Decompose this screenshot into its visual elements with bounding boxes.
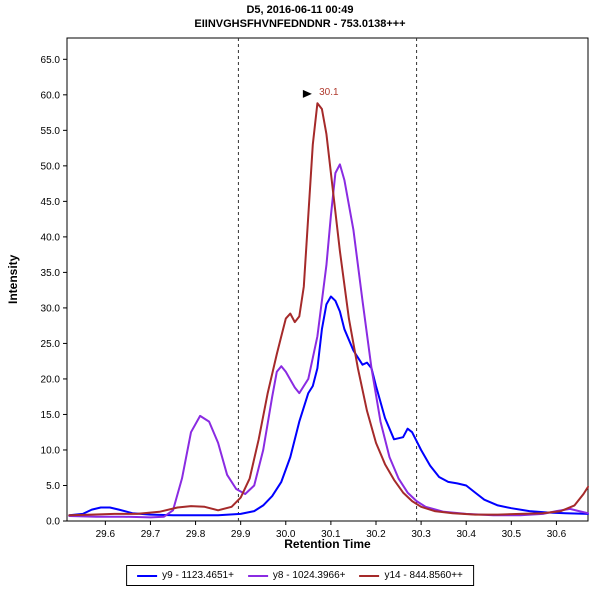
x-tick-label: 29.8 [186, 529, 206, 540]
legend: y9 - 1123.4651+ y8 - 1024.3966+ y14 - 84… [126, 565, 474, 586]
y-tick-label: 20.0 [41, 374, 61, 385]
x-tick-label: 29.6 [96, 529, 116, 540]
x-tick-label: 29.7 [141, 529, 161, 540]
y-tick-label: 60.0 [41, 90, 61, 101]
x-tick-label: 30.1 [321, 529, 341, 540]
peak-rt-annotation: 30.1 [319, 87, 339, 98]
series-line-y14 [68, 102, 589, 517]
y-tick-label: 50.0 [41, 161, 61, 172]
x-tick-label: 30.6 [547, 529, 567, 540]
y-tick-label: 15.0 [41, 410, 61, 421]
legend-item-y9: y9 - 1123.4651+ [137, 570, 234, 581]
legend-item-y8: y8 - 1024.3966+ [247, 570, 346, 581]
y-tick-label: 40.0 [41, 232, 61, 243]
legend-line-y9-icon [137, 574, 158, 577]
y-tick-label: 10.0 [41, 445, 61, 456]
x-axis-label: Retention Time [284, 537, 371, 551]
y-tick-label: 55.0 [41, 126, 61, 137]
legend-line-y8-icon [247, 574, 268, 577]
chart-title-block: D5, 2016-06-11 00:49 EIINVGHSFHVNFEDNDNR… [0, 3, 600, 31]
legend-line-y14-icon [359, 574, 380, 577]
y-tick-label: 35.0 [41, 268, 61, 279]
y-tick-label: 65.0 [41, 55, 61, 66]
legend-label-y8: y8 - 1024.3966+ [272, 570, 346, 581]
y-tick-label: 0.0 [46, 517, 60, 528]
x-tick-label: 30.4 [456, 529, 476, 540]
x-tick-label: 30.0 [276, 529, 296, 540]
x-tick-label: 30.3 [411, 529, 431, 540]
chart-title-run: D5, 2016-06-11 00:49 [246, 4, 354, 16]
plot-frame [66, 37, 589, 522]
peak-pointer-icon [302, 89, 312, 98]
series-line-y9 [68, 295, 589, 517]
legend-label-y9: y9 - 1123.4651+ [162, 570, 234, 581]
x-tick-label: 29.9 [231, 529, 251, 540]
y-tick-label: 45.0 [41, 197, 61, 208]
legend-item-y14: y14 - 844.8560++ [359, 570, 463, 581]
x-tick-label: 30.2 [366, 529, 386, 540]
y-tick-label: 25.0 [41, 339, 61, 350]
y-tick-label: 5.0 [46, 481, 60, 492]
legend-label-y14: y14 - 844.8560++ [384, 570, 463, 581]
chart-title-peptide: EIINVGHSFHVNFEDNDNR - 753.0138+++ [194, 18, 406, 30]
x-tick-label: 30.5 [502, 529, 522, 540]
y-tick-label: 30.0 [41, 303, 61, 314]
